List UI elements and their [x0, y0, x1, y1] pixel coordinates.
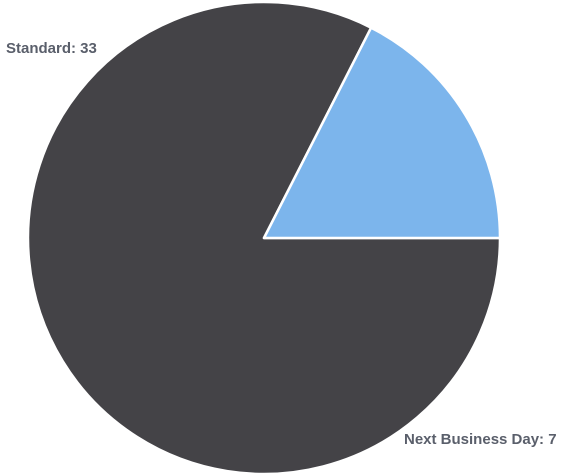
pie-label-next-business-day: Next Business Day: 7	[404, 431, 557, 448]
pie-slice-next-business-day[interactable]	[262, 26, 502, 240]
pie-slices	[26, 0, 502, 475]
pie-label-standard: Standard: 33	[6, 40, 97, 57]
pie-labels: Standard: 33 Next Business Day: 7	[6, 40, 557, 448]
